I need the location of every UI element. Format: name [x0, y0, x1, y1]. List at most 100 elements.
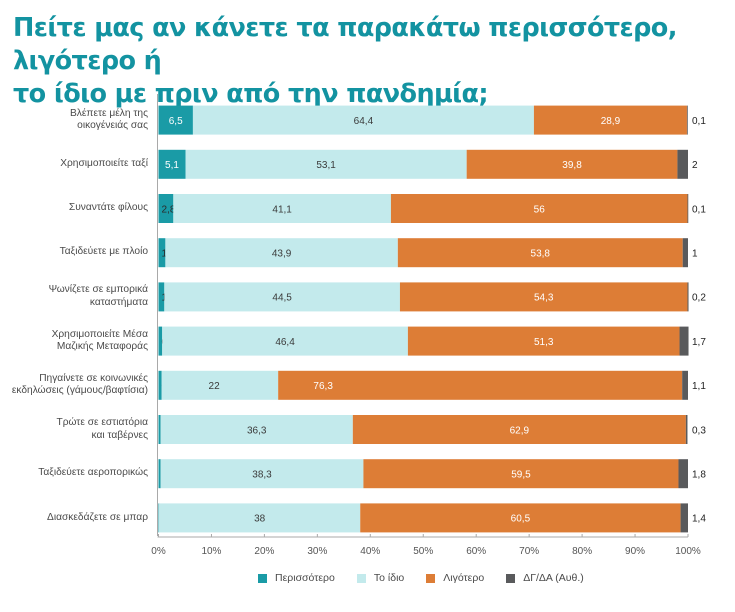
- category-label: Χρησιμοποιείτε Μέσα Μαζικής Μεταφοράς: [0, 329, 148, 354]
- data-label-more: 5,1: [165, 160, 179, 171]
- category-label-line: και ταβέρνες: [91, 429, 148, 441]
- data-label-less: 62,9: [510, 425, 530, 436]
- bar-segment-less: [360, 503, 681, 533]
- bar-segment-more: [158, 503, 160, 533]
- bar-segment-more: [158, 459, 161, 489]
- bar-segment-less: [352, 415, 686, 444]
- x-tick-label: 20%: [254, 546, 274, 557]
- data-label-same: 38,3: [252, 470, 272, 481]
- category-label-line: Βλέπετε μέλη της: [70, 107, 148, 119]
- data-label-less: 76,3: [313, 381, 333, 392]
- category-label: Ταξιδεύετε με πλοίο: [0, 246, 148, 259]
- legend-item-same: Το ίδιο: [356, 572, 405, 584]
- data-label-same: 46,4: [275, 337, 295, 348]
- data-label-same: 36,3: [247, 425, 267, 436]
- bar-segment-same: [159, 503, 361, 533]
- bar-segment-less: [390, 194, 688, 223]
- x-tick-label: 0%: [151, 546, 166, 557]
- data-label-dkna: 1,8: [692, 470, 706, 481]
- legend-label: Το ίδιο: [373, 572, 405, 584]
- legend-label: Περισσότερο: [275, 572, 335, 584]
- bar-segment-more: [158, 194, 174, 223]
- bar-segment-less: [399, 282, 688, 312]
- data-label-less: 59,5: [511, 470, 531, 481]
- category-label-line: καταστήματα: [89, 296, 148, 308]
- category-label-line: Ταξιδεύετε με πλοίο: [59, 246, 148, 258]
- bar-segment-less: [363, 459, 679, 489]
- category-label: Χρησιμοποιείτε ταξί: [0, 158, 148, 171]
- bar-segment-dkna: [685, 415, 688, 444]
- data-label-same: 38: [254, 514, 266, 525]
- bar-segment-dkna: [686, 105, 688, 135]
- bar-segment-more: [158, 370, 162, 400]
- legend-swatch: [356, 573, 366, 583]
- legend-item-less: Λιγότερο: [426, 572, 484, 584]
- data-label-dkna: 1: [692, 249, 698, 260]
- x-tick-label: 30%: [307, 546, 327, 557]
- bar-segment-same: [192, 105, 534, 135]
- bar-segment-more: [158, 238, 166, 268]
- category-label-line: Ταξιδεύετε αεροπορικώς: [38, 467, 148, 479]
- x-tick-label: 90%: [625, 546, 645, 557]
- category-label-line: Χρησιμοποιείτε ταξί: [60, 158, 148, 170]
- bar-segment-dkna: [687, 282, 689, 312]
- x-tick-label: 70%: [519, 546, 539, 557]
- data-label-less: 51,3: [534, 337, 554, 348]
- data-label-dkna: 0,2: [692, 293, 706, 304]
- category-label: Πηγαίνετε σε κοινωνικές εκδηλώσεις (γάμου…: [0, 373, 148, 398]
- category-label: Τρώτε σε εστιατόρια και ταβέρνες: [0, 417, 148, 442]
- bar-segment-dkna: [680, 503, 688, 533]
- category-label-line: Τρώτε σε εστιατόρια: [56, 417, 148, 428]
- data-label-dkna: 1,7: [692, 337, 706, 348]
- legend-label: Λιγότερο: [443, 572, 485, 584]
- data-label-same: 53,1: [316, 160, 336, 171]
- legend-item-more: Περισσότερο: [258, 572, 335, 584]
- bar-segment-less: [278, 370, 683, 400]
- data-label-less: 39,8: [562, 160, 582, 171]
- data-label-dkna: 0,1: [692, 116, 706, 127]
- category-label-line: οικογένειάς σας: [77, 120, 148, 132]
- data-label-less: 28,9: [601, 116, 621, 127]
- legend-swatch: [258, 573, 267, 583]
- data-label-same: 43,9: [272, 249, 292, 260]
- category-label: Βλέπετε μέλη της οικογένειάς σας: [0, 108, 148, 133]
- bar-segment-more: [158, 415, 161, 444]
- data-label-same: 22: [209, 381, 221, 392]
- category-label-line: Χρησιμοποιείτε Μέσα: [51, 328, 148, 340]
- bar-segment-dkna: [687, 194, 689, 223]
- legend-item-dkna: ΔΓ/ΔΑ (Αυθ.): [506, 572, 584, 584]
- bar-segment-less: [533, 105, 687, 135]
- x-tick-label: 100%: [675, 546, 701, 557]
- bar-segment-dkna: [682, 238, 688, 268]
- bar-segment-dkna: [677, 149, 688, 179]
- bar-segment-dkna: [682, 370, 688, 400]
- x-tick-label: 80%: [572, 546, 592, 557]
- bar-segment-less: [466, 149, 678, 179]
- bar-segment-more: [158, 105, 193, 135]
- category-label-line: Συναντάτε φίλους: [68, 202, 148, 214]
- data-label-same: 41,1: [272, 204, 292, 215]
- bar-segment-more: [158, 282, 165, 312]
- category-label-line: Διασκεδάζετε σε μπαρ: [47, 511, 148, 523]
- bar-segment-same: [161, 370, 279, 400]
- bar-segment-same: [160, 415, 353, 444]
- bar-segment-same: [173, 194, 391, 223]
- category-label: Ταξιδεύετε αεροπορικώς: [0, 467, 148, 480]
- legend-swatch: [426, 573, 436, 583]
- data-label-less: 60,5: [511, 514, 531, 525]
- data-label-less: 53,8: [531, 249, 551, 260]
- legend-label: ΔΓ/ΔΑ (Αυθ.): [523, 572, 584, 584]
- x-tick-label: 60%: [466, 546, 486, 557]
- category-label: Συναντάτε φίλους: [0, 202, 148, 215]
- data-label-more: 6,5: [169, 116, 183, 127]
- x-tick-label: 40%: [360, 546, 380, 557]
- data-label-dkna: 0,1: [692, 204, 706, 215]
- chart-title-line-2: το ίδιο με πριν από την πανδημία;: [13, 79, 489, 109]
- bar-segment-dkna: [679, 326, 689, 356]
- legend: Περισσότερο Το ίδιο Λιγότερο ΔΓ/ΔΑ (Αυθ.): [258, 572, 606, 584]
- data-label-same: 64,4: [354, 116, 374, 127]
- x-tick-label: 10%: [201, 546, 221, 557]
- category-label: Ψωνίζετε σε εμπορικά καταστήματα: [0, 284, 148, 309]
- data-label-less: 54,3: [534, 293, 554, 304]
